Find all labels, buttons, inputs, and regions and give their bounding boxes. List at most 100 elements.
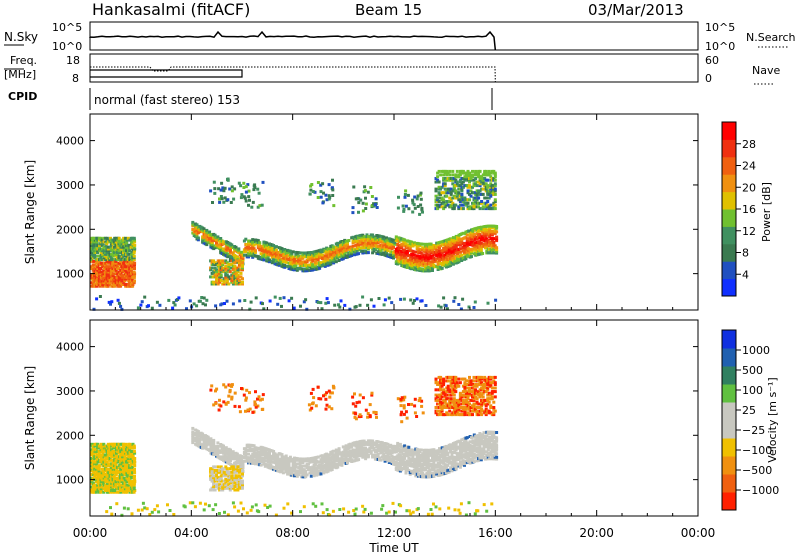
- scatter-cell: [99, 256, 103, 260]
- scatter-cell: [131, 236, 135, 240]
- scatter-cell: [102, 274, 106, 278]
- scatter-cell: [105, 236, 109, 240]
- scatter-cell: [347, 445, 351, 448]
- scatter-cell: [94, 451, 98, 455]
- scatter-cell: [442, 200, 446, 203]
- scatter-cell: [97, 277, 101, 281]
- scatter-cell: [461, 203, 465, 207]
- scatter-cell: [313, 461, 317, 465]
- scatter-cell: [90, 258, 94, 262]
- scatter-cell: [372, 304, 376, 308]
- scatter-cell: [125, 243, 128, 247]
- scatter-cell: [247, 452, 251, 456]
- scatter-cell: [119, 258, 123, 262]
- scatter-cell: [278, 296, 282, 300]
- scatter-cell: [122, 444, 125, 448]
- scatter-cell: [258, 204, 262, 208]
- scatter-cell: [440, 266, 444, 270]
- scatter-cell: [457, 235, 461, 239]
- scatter-cell: [176, 298, 180, 301]
- scatter-cell: [489, 240, 493, 244]
- scatter-cell: [411, 448, 415, 452]
- scatter-cell: [341, 257, 345, 261]
- scatter-cell: [198, 230, 202, 234]
- scatter-cell: [291, 255, 295, 259]
- scatter-cell: [114, 240, 118, 244]
- scatter-cell: [362, 439, 366, 443]
- scatter-cell: [472, 184, 476, 188]
- scatter-cell: [252, 247, 256, 251]
- scatter-cell: [108, 485, 112, 489]
- scatter-cell: [222, 240, 225, 244]
- scatter-cell: [340, 460, 344, 464]
- scatter-cell: [129, 483, 133, 487]
- scatter-cell: [126, 259, 130, 263]
- scatter-cell: [361, 242, 365, 246]
- scatter-cell: [101, 270, 104, 274]
- scatter-cell: [102, 272, 106, 276]
- scatter-cell: [101, 252, 105, 256]
- scatter-cell: [489, 171, 493, 175]
- scatter-cell: [93, 284, 97, 288]
- scatter-cell: [128, 277, 132, 281]
- y-tick-label: 4000: [56, 135, 84, 148]
- scatter-cell: [288, 249, 292, 253]
- scatter-cell: [121, 283, 124, 286]
- scatter-cell: [114, 481, 118, 485]
- scatter-cell: [268, 260, 271, 264]
- scatter-cell: [436, 203, 440, 207]
- scatter-cell: [101, 247, 105, 251]
- scatter-cell: [463, 250, 466, 254]
- scatter-cell: [173, 303, 177, 307]
- scatter-cell: [113, 242, 117, 246]
- scatter-cell: [484, 182, 488, 186]
- scatter-cell: [98, 275, 102, 279]
- scatter-cell: [320, 253, 324, 257]
- scatter-cell: [481, 252, 485, 255]
- scatter-cell: [253, 183, 257, 187]
- scatter-cell: [322, 191, 325, 195]
- scatter-cell: [483, 226, 487, 230]
- scatter-cell: [308, 258, 312, 262]
- nave-tick-bottom: 0: [705, 72, 712, 85]
- scatter-cell: [113, 489, 117, 492]
- scatter-cell: [106, 284, 110, 288]
- scatter-cell: [97, 247, 101, 251]
- scatter-cell: [99, 483, 103, 487]
- scatter-cell: [485, 246, 489, 250]
- scatter-cell: [461, 247, 465, 251]
- scatter-cell: [229, 201, 233, 204]
- scatter-cell: [122, 254, 126, 258]
- scatter-cell: [445, 307, 449, 311]
- scatter-cell: [305, 267, 309, 271]
- scatter-cell: [354, 305, 358, 309]
- scatter-cell: [113, 236, 117, 240]
- scatter-cell: [126, 274, 130, 278]
- scatter-cell: [434, 198, 438, 202]
- scatter-cell: [437, 191, 441, 195]
- scatter-cell: [488, 228, 492, 232]
- scatter-cell: [305, 473, 309, 477]
- scatter-cell: [114, 487, 118, 491]
- nsky-label: N.Sky: [4, 30, 38, 44]
- scatter-cell: [457, 187, 461, 191]
- scatter-cell: [493, 244, 497, 248]
- scatter-cell: [344, 444, 348, 448]
- scatter-cell: [113, 245, 117, 249]
- scatter-cell: [129, 462, 133, 466]
- scatter-cell: [280, 304, 283, 308]
- scatter-cell: [230, 279, 234, 282]
- scatter-cell: [105, 489, 109, 492]
- scatter-cell: [90, 481, 94, 485]
- scatter-cell: [439, 203, 443, 207]
- scatter-cell: [229, 249, 232, 253]
- scatter-cell: [361, 201, 365, 205]
- scatter-cell: [125, 245, 128, 249]
- colorbar-cell: [722, 261, 736, 280]
- scatter-cell: [131, 240, 135, 244]
- scatter-cell: [102, 283, 106, 286]
- scatter-cell: [304, 471, 308, 475]
- scatter-cell: [396, 441, 400, 445]
- scatter-cell: [117, 236, 121, 240]
- scatter-cell: [123, 263, 127, 267]
